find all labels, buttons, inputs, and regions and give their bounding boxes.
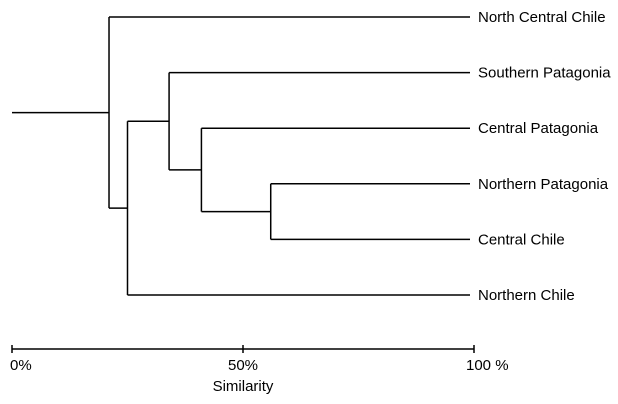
axis-title: Similarity [213, 378, 274, 395]
leaf-labels: North Central Chile Southern Patagonia Cen… [478, 9, 611, 304]
leaf-label-np: Northern Patagonia [478, 176, 609, 193]
axis-tick-label: 100 % [466, 357, 509, 374]
axis-tick-label: 0% [10, 357, 32, 374]
dendrogram-branches [12, 16, 470, 296]
leaf-label-nc: Northern Chile [478, 287, 575, 304]
similarity-axis: 0% 50% 100 % Similarity [10, 345, 509, 395]
leaf-label-cp: Central Patagonia [478, 120, 599, 137]
axis-ticks: 0% 50% 100 % [10, 345, 509, 374]
leaf-label-cc: Central Chile [478, 231, 565, 248]
leaf-label-sp: Southern Patagonia [478, 65, 611, 82]
leaf-label-ncc: North Central Chile [478, 9, 606, 26]
axis-tick-label: 50% [228, 357, 258, 374]
